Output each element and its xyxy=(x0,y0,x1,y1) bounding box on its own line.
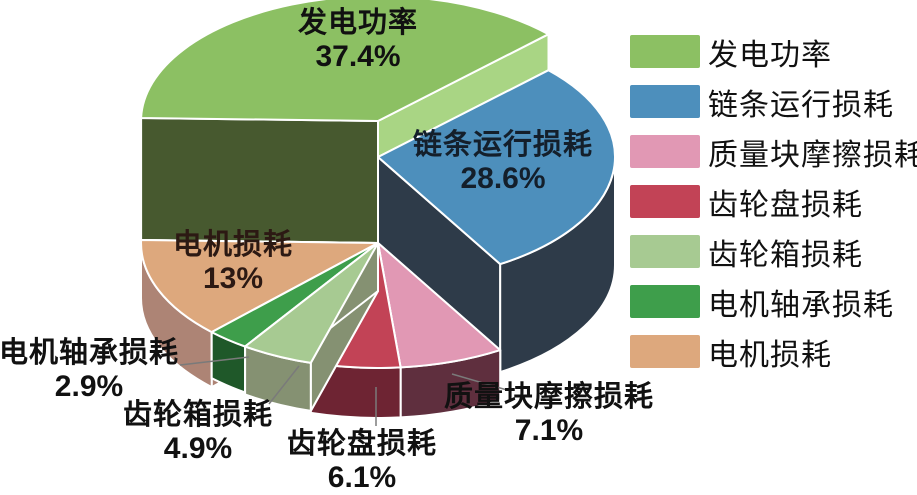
legend-item-gearbox-loss: 齿轮箱损耗 xyxy=(630,235,863,272)
legend-swatch-gearbox-loss xyxy=(630,235,700,268)
legend-item-gear-plate-loss: 齿轮盘损耗 xyxy=(630,185,863,222)
leader-line xyxy=(451,373,508,391)
legend-swatch-gear-plate-loss xyxy=(630,185,700,218)
legend-item-mass-friction-loss: 质量块摩擦损耗 xyxy=(630,135,917,172)
legend-swatch-chain-loss xyxy=(630,85,700,118)
legend-label: 发电功率 xyxy=(708,38,832,72)
pie-slice-0-top xyxy=(140,0,550,122)
legend-label: 质量块摩擦损耗 xyxy=(708,138,917,172)
legend-swatch-motor-loss xyxy=(630,335,700,368)
pie-slice-0-left-face xyxy=(140,117,379,244)
legend-label: 电机损耗 xyxy=(708,338,832,372)
legend-swatch-mass-friction-loss xyxy=(630,135,700,168)
legend-label: 电机轴承损耗 xyxy=(708,288,894,322)
legend-swatch-motor-bearing-loss xyxy=(630,285,700,318)
legend-label: 齿轮箱损耗 xyxy=(708,238,863,272)
legend-item-generated-power: 发电功率 xyxy=(630,35,832,72)
legend-item-motor-loss: 电机损耗 xyxy=(630,335,832,372)
leader-line xyxy=(179,356,250,366)
pie-slice-2-top xyxy=(377,242,502,369)
pie-slice-6-top xyxy=(140,239,379,334)
legend-swatch-generated-power xyxy=(630,35,700,68)
leader-line xyxy=(268,365,300,405)
pie-slice-1-top xyxy=(377,69,616,266)
pie-slice-4-top xyxy=(244,242,379,364)
legend-item-chain-loss: 链条运行损耗 xyxy=(630,85,894,122)
legend-label: 链条运行损耗 xyxy=(708,88,894,122)
legend-item-motor-bearing-loss: 电机轴承损耗 xyxy=(630,285,894,322)
legend-label: 齿轮盘损耗 xyxy=(708,188,863,222)
